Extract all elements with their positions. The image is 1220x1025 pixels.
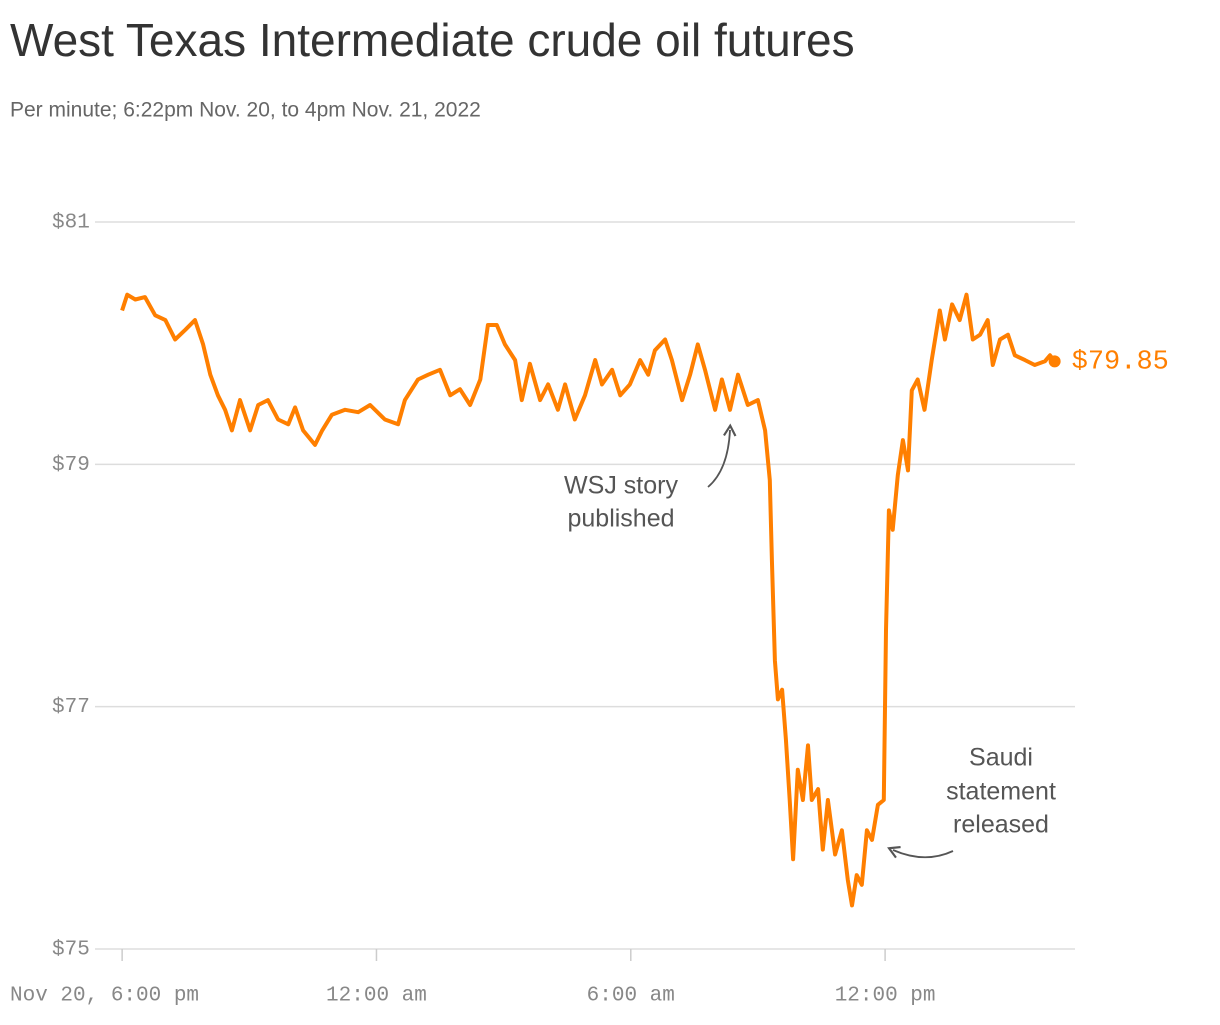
y-tick-label: $77	[52, 696, 90, 719]
price-line	[120, 292, 1057, 908]
x-tick-label: 6:00 am	[587, 985, 675, 1008]
x-tick-label: Nov 20, 6:00 pm	[10, 985, 199, 1008]
annotation: WSJ story	[564, 472, 678, 500]
plot: $79.85	[120, 292, 1169, 908]
annotation: published	[567, 505, 674, 533]
x-tick-label: 12:00 am	[326, 985, 427, 1008]
x-tick-label: 12:00 pm	[835, 985, 936, 1008]
annotation-arrow	[707, 423, 737, 488]
grid: $75 $77 $79 $81 Nov 20, 6:00 pm 12:00 am 6:00 …	[10, 212, 1075, 1008]
y-tick-label: $81	[52, 212, 90, 235]
annotation: statement	[946, 778, 1056, 806]
annotation: released	[953, 811, 1049, 839]
end-dot	[1048, 355, 1061, 368]
chart-title: West Texas Intermediate crude oil future…	[10, 14, 855, 66]
chart-subtitle: Per minute; 6:22pm Nov. 20, to 4pm Nov. …	[10, 99, 481, 122]
annotation-arrow	[887, 845, 954, 859]
end-label: $79.85	[1072, 347, 1169, 377]
y-tick-label: $75	[52, 939, 90, 962]
y-tick-label: $79	[52, 454, 90, 477]
annotation: Saudi	[969, 744, 1033, 772]
